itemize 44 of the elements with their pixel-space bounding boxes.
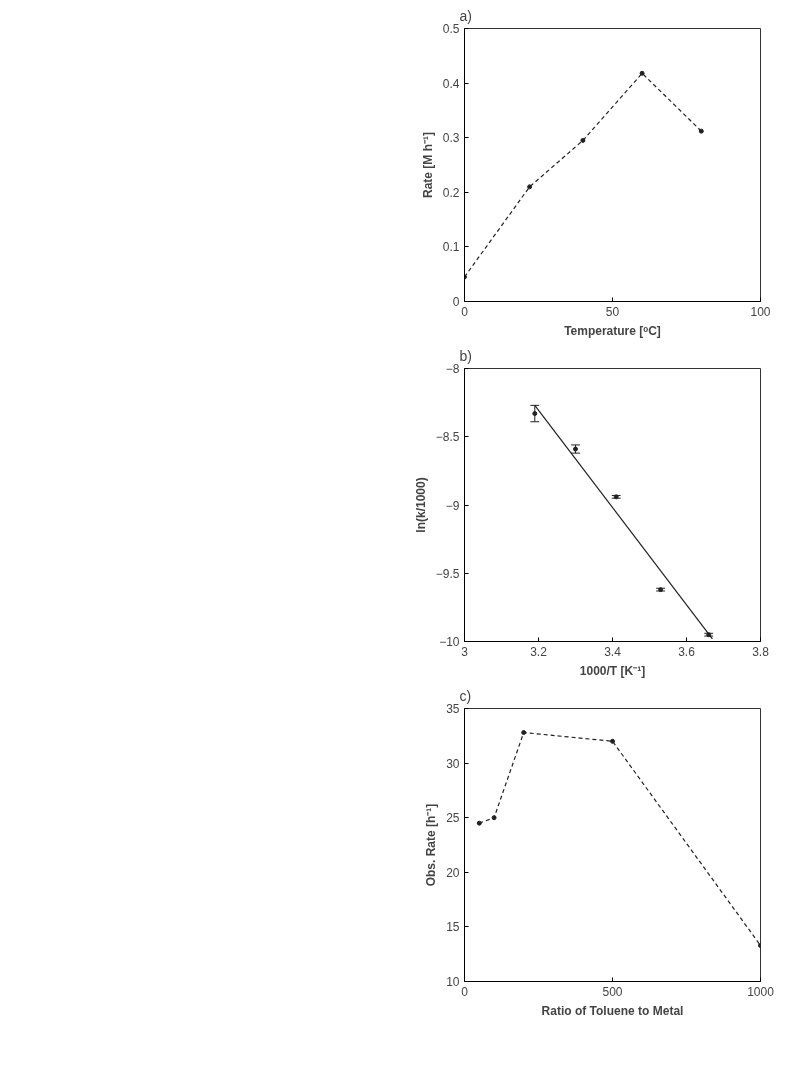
y-tick-label: −10 [439,635,460,649]
point [491,815,497,821]
y-tick-label: 30 [446,756,460,771]
y-tick-label: 0.1 [442,240,460,255]
y-axis-title: Rate [M h⁻¹] [420,132,435,198]
point [476,820,482,826]
x-tick-label: 3 [461,644,469,659]
y-tick-label: 25 [446,811,460,826]
y-tick-label: 10 [446,975,460,989]
y-tick-label: 0.4 [442,76,460,91]
point [639,70,645,76]
x-tick-label: 100 [750,304,771,319]
y-tick-label: 0.5 [442,22,460,36]
x-tick-label: 3.6 [678,644,696,659]
y-tick-label: −9 [445,498,460,513]
x-tick-label: 1000 [747,984,775,999]
chart-title: b) [459,347,472,364]
point [610,738,615,744]
x-axis-title: Ratio of Toluene to Metal [541,1003,684,1018]
point [580,137,586,143]
chart-title: a) [459,7,472,24]
y-tick-label: 0.3 [442,131,460,146]
point [527,184,533,190]
x-tick-label: 3.4 [604,644,622,659]
x-tick-label: 50 [605,304,620,319]
x-axis-title: 1000/T [K⁻¹] [579,663,646,678]
y-tick-label: −9.5 [435,566,460,581]
chart-title: c) [459,687,472,704]
y-tick-label: −8.5 [435,430,460,445]
y-axis-title: ln(k/1000) [413,477,428,533]
y-tick-label: −8 [445,362,460,376]
y-tick-label: 0 [452,295,460,309]
y-tick-label: 15 [446,920,460,935]
x-tick-label: 3.2 [530,644,548,659]
point [698,128,704,134]
x-axis-title: Temperature [ᵒC] [564,323,661,338]
point [532,411,538,417]
y-tick-label: 35 [446,702,460,716]
x-tick-label: 3.8 [752,644,770,659]
point [521,730,527,736]
x-tick-label: 500 [602,984,623,999]
y-tick-label: 20 [446,865,460,880]
y-tick-label: 0.2 [442,185,460,200]
y-axis-title: Obs. Rate [h⁻¹] [424,803,439,887]
